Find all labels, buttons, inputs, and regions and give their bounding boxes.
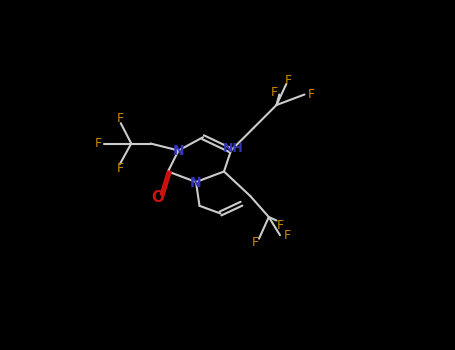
Text: N: N <box>173 144 184 158</box>
Text: F: F <box>308 88 315 101</box>
Text: N: N <box>189 176 201 190</box>
Text: F: F <box>116 161 124 175</box>
Text: F: F <box>284 74 292 87</box>
Text: F: F <box>277 219 283 232</box>
Text: F: F <box>252 236 259 250</box>
Text: F: F <box>117 112 124 126</box>
Text: NH: NH <box>222 142 243 155</box>
Text: F: F <box>270 86 278 99</box>
Text: F: F <box>95 137 101 150</box>
Text: O: O <box>151 190 164 204</box>
Text: F: F <box>283 229 291 242</box>
